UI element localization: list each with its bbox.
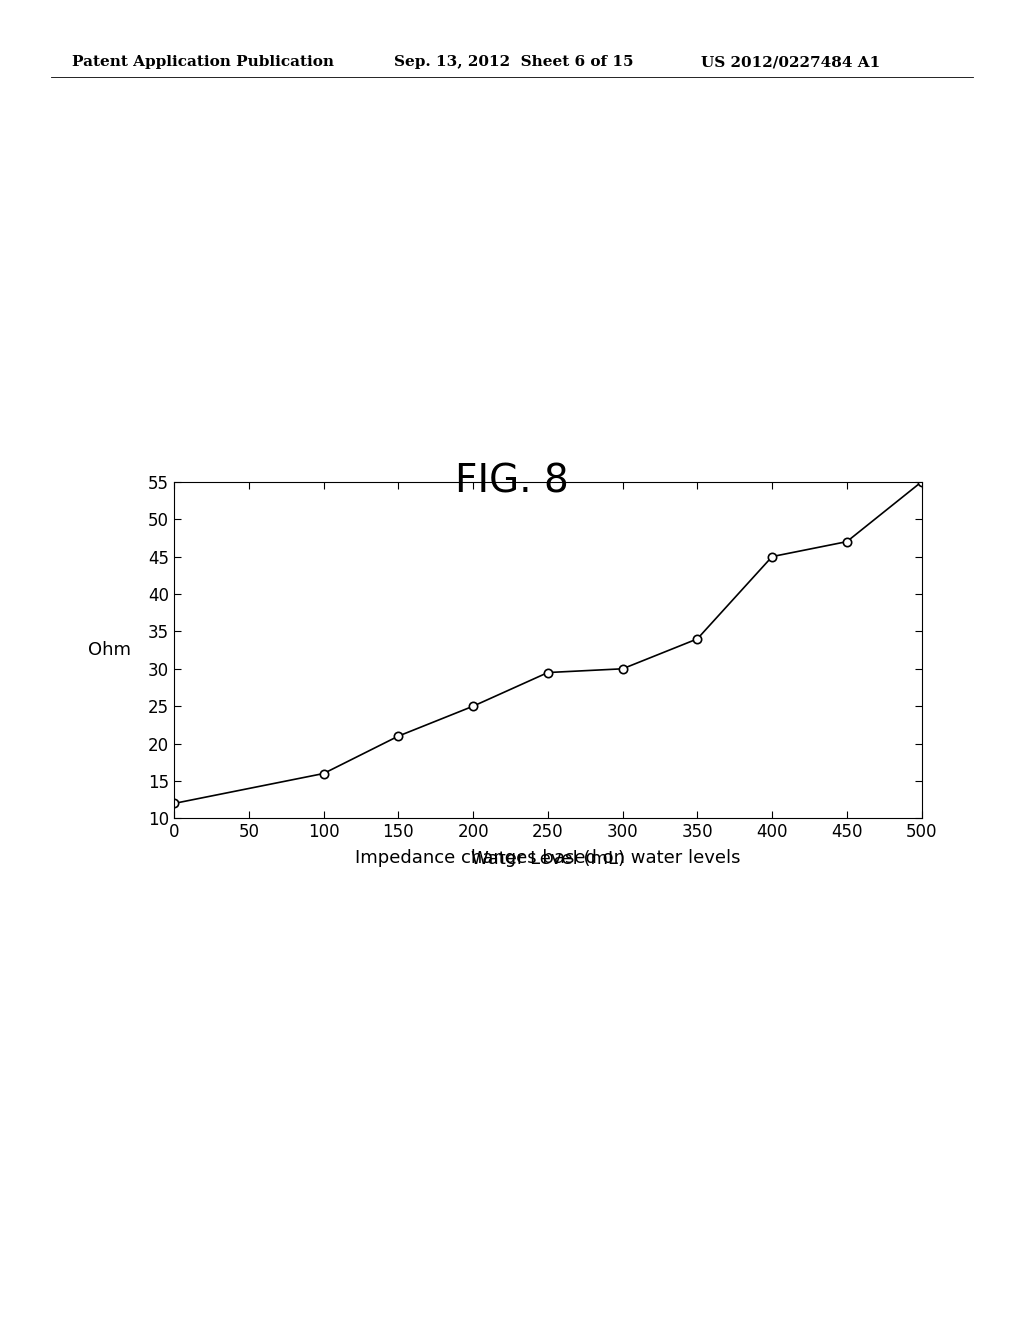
- Text: Impedance changes based on water levels: Impedance changes based on water levels: [355, 849, 740, 867]
- Text: FIG. 8: FIG. 8: [455, 463, 569, 500]
- Text: Sep. 13, 2012  Sheet 6 of 15: Sep. 13, 2012 Sheet 6 of 15: [394, 55, 634, 70]
- Text: Patent Application Publication: Patent Application Publication: [72, 55, 334, 70]
- Y-axis label: Ohm: Ohm: [88, 642, 131, 659]
- Text: US 2012/0227484 A1: US 2012/0227484 A1: [701, 55, 881, 70]
- X-axis label: Water Level (mL): Water Level (mL): [471, 850, 625, 867]
